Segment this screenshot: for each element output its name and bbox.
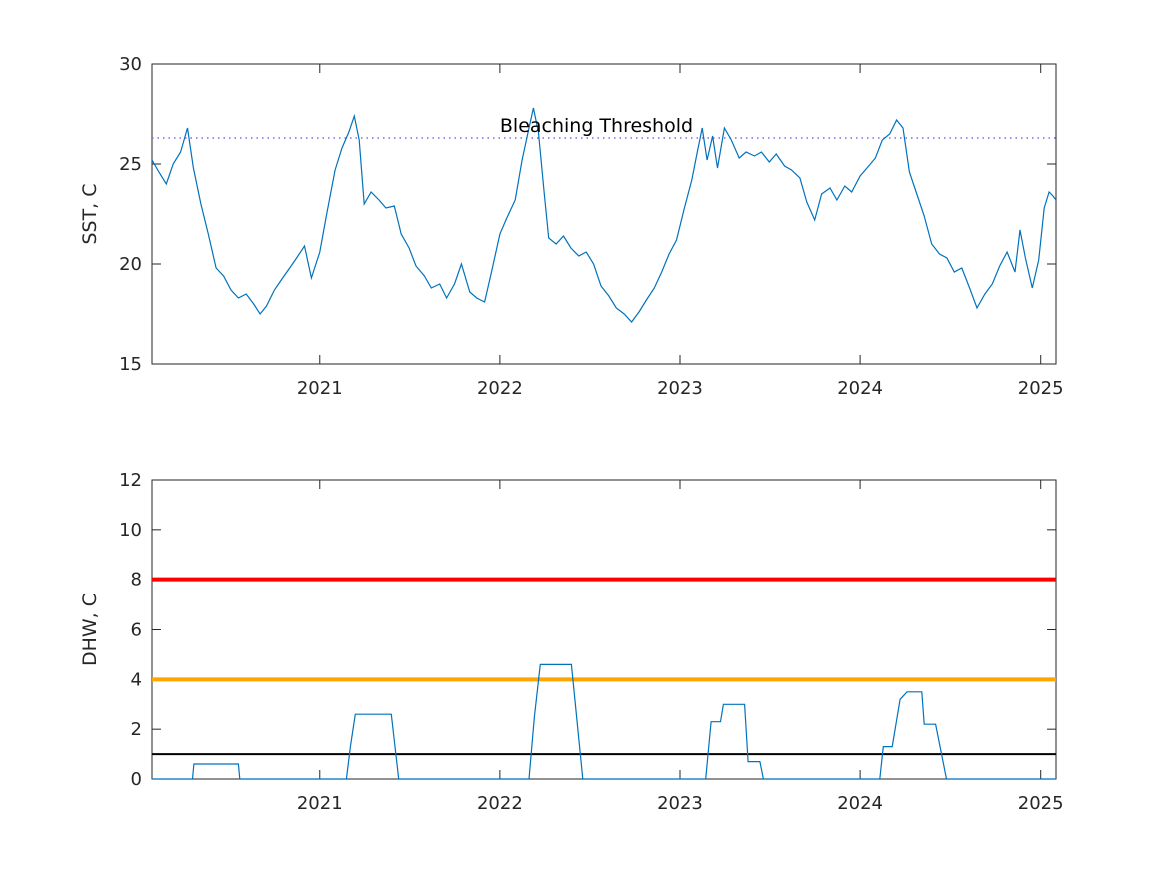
y-tick-label: 2 — [131, 719, 142, 740]
x-tick-label: 2025 — [1018, 378, 1064, 399]
plot-area — [151, 479, 1057, 780]
x-tick-label: 2023 — [657, 793, 703, 814]
y-tick-label: 30 — [119, 54, 142, 75]
plot-area — [151, 63, 1057, 365]
x-tick-label: 2024 — [837, 378, 883, 399]
x-tick-label: 2024 — [837, 793, 883, 814]
y-axis-label: SST, C — [79, 183, 101, 244]
y-axis-label: DHW, C — [79, 593, 101, 666]
x-tick-label: 2021 — [297, 793, 343, 814]
y-tick-label: 15 — [119, 354, 142, 375]
series-line — [152, 107, 1056, 323]
y-tick-label: 20 — [119, 254, 142, 275]
x-tick-label: 2022 — [477, 378, 523, 399]
y-tick-label: 10 — [119, 520, 142, 541]
x-tick-label: 2021 — [297, 378, 343, 399]
x-tick-label: 2022 — [477, 793, 523, 814]
dhw-plot: 0 2 4 6 8 10 12 2021 2022 2023 2024 2025 DHW, C — [79, 470, 1064, 814]
y-tick-label: 12 — [119, 470, 142, 491]
series-line — [152, 663, 1056, 779]
y-tick-label: 8 — [131, 570, 142, 591]
bleaching-threshold-label: Bleaching Threshold — [500, 115, 693, 137]
y-tick-label: 6 — [131, 620, 142, 641]
x-tick-label: 2025 — [1018, 793, 1064, 814]
y-tick-label: 4 — [131, 669, 142, 690]
y-tick-label: 0 — [131, 769, 142, 790]
y-tick-label: 25 — [119, 154, 142, 175]
x-tick-label: 2023 — [657, 378, 703, 399]
